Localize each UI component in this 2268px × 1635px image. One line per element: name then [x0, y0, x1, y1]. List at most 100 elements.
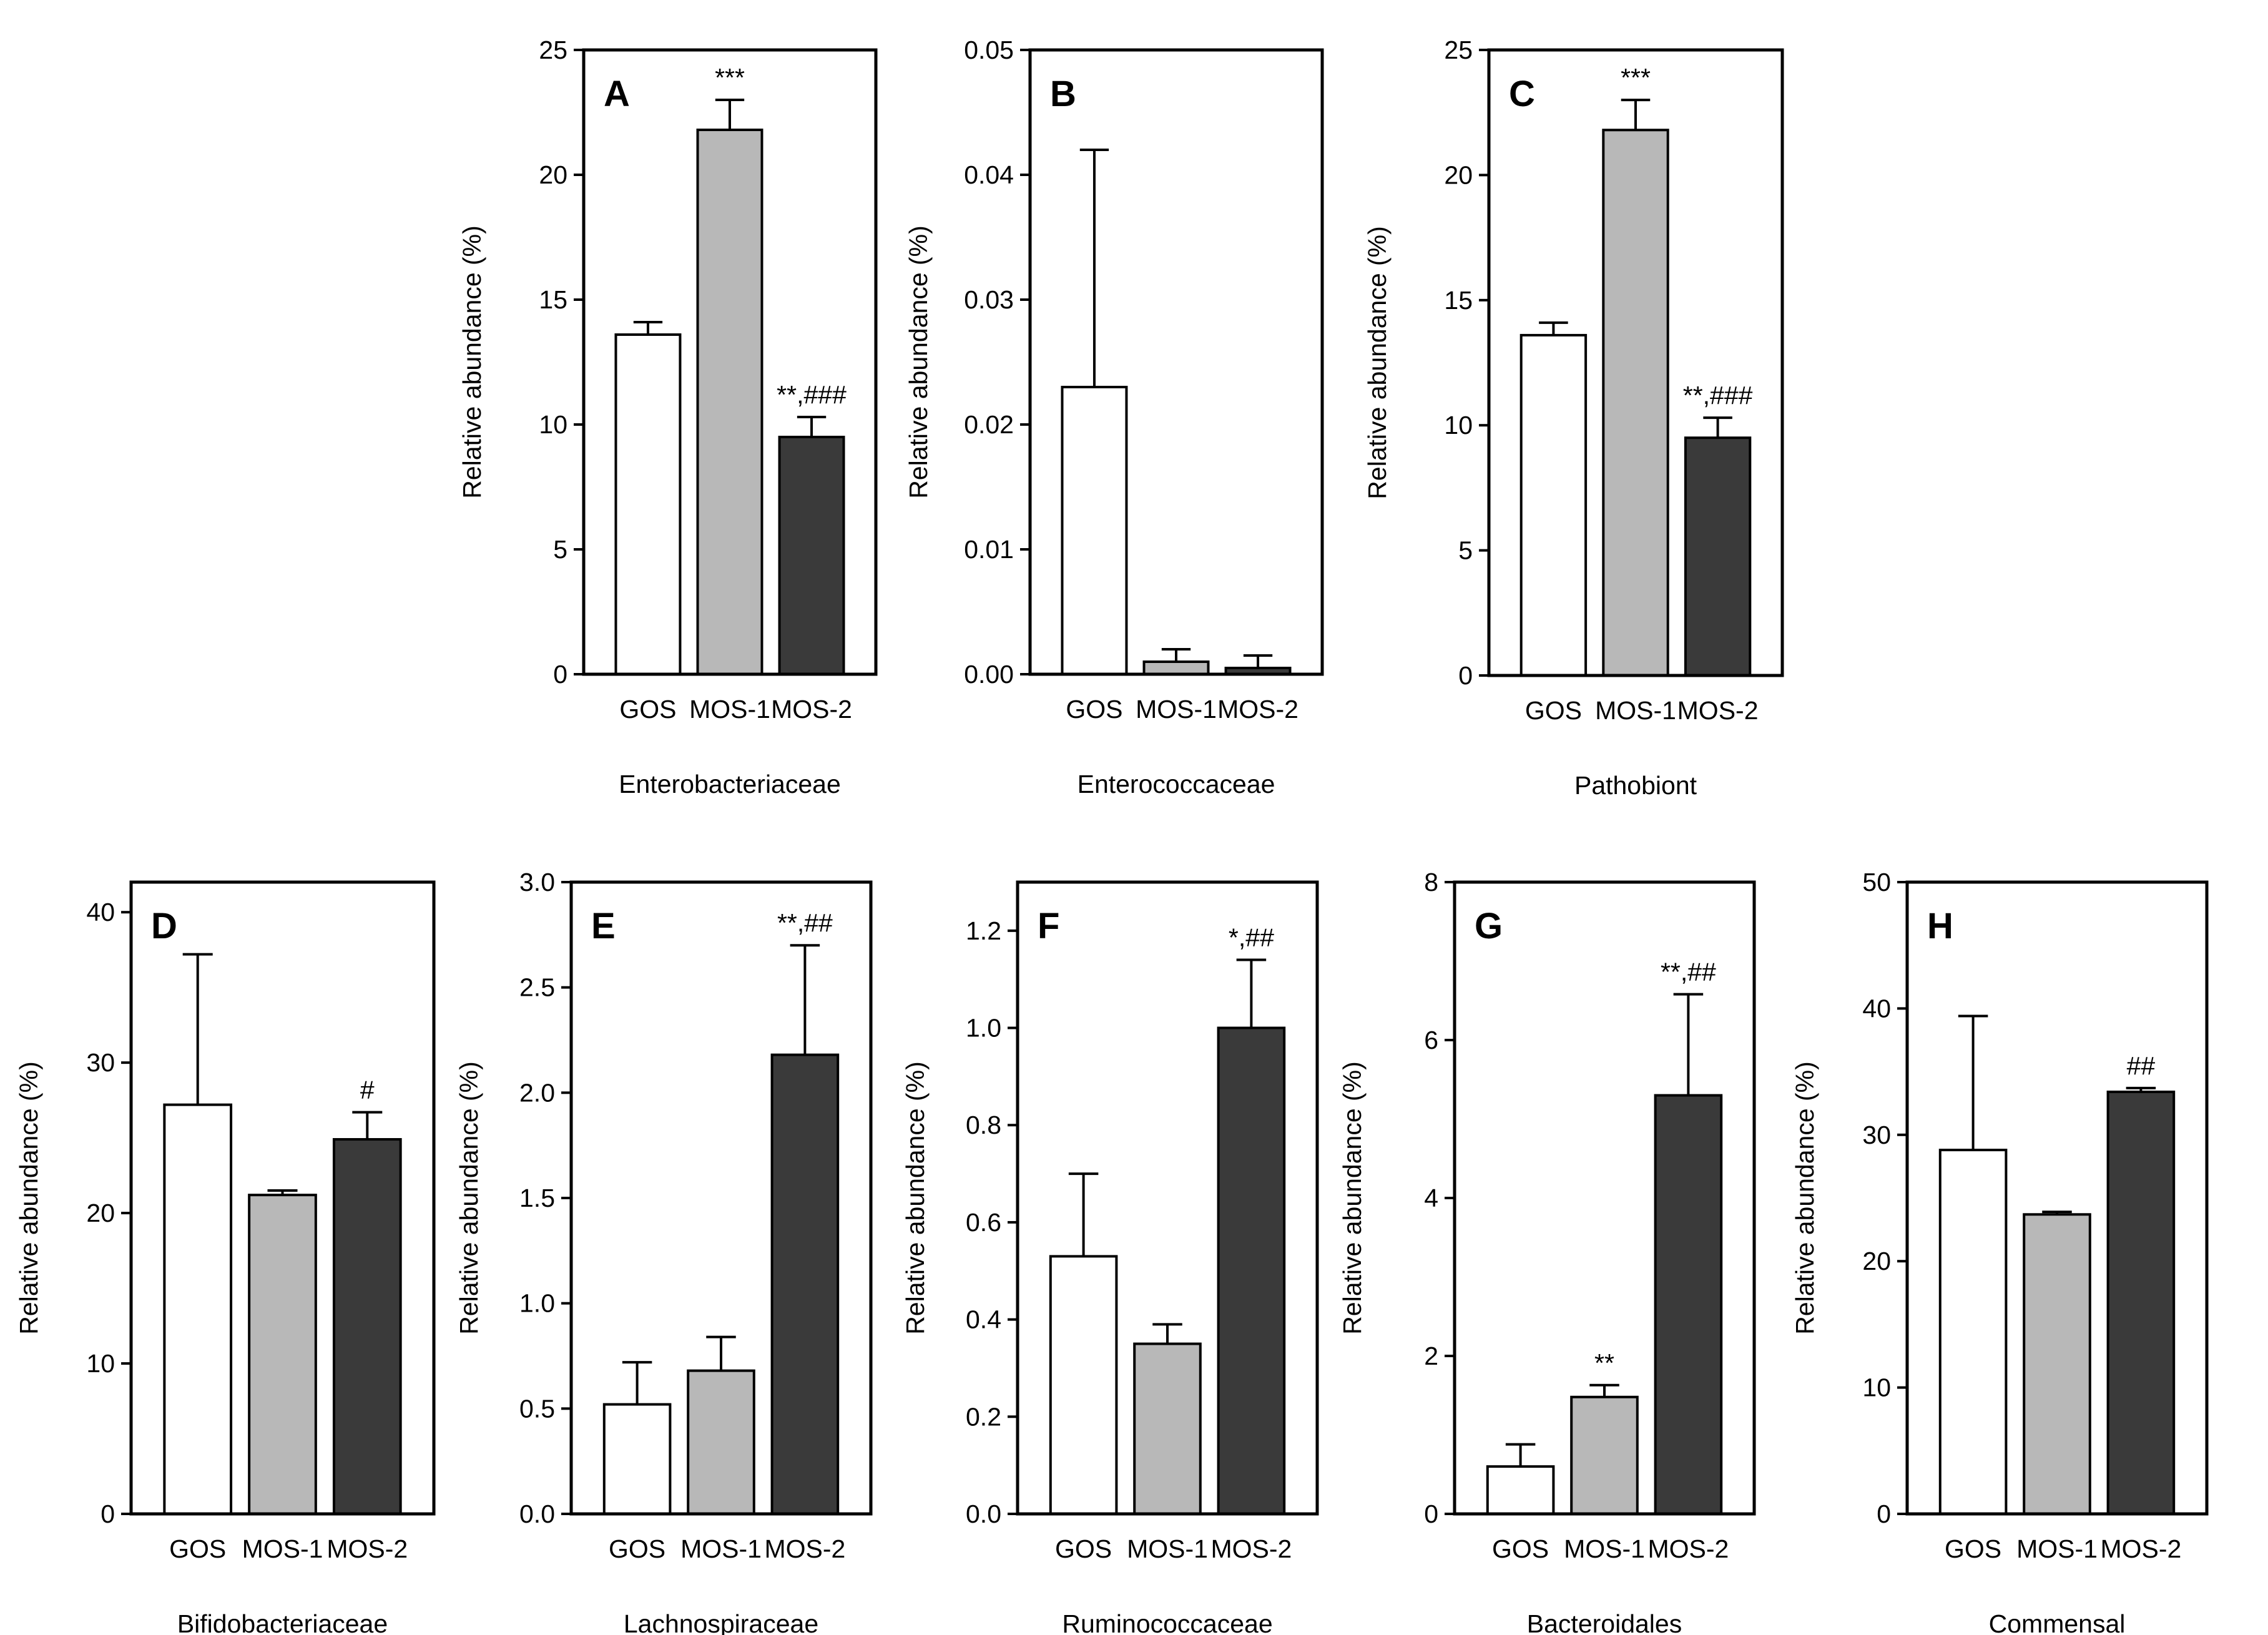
y-tick-label-G: 2 — [1424, 1342, 1438, 1370]
bar-E-MOS-1 — [687, 1369, 755, 1515]
category-label-E-MOS-1: MOS-1 — [680, 1534, 762, 1563]
y-tick-label-E: 3.0 — [519, 868, 555, 896]
panel-E: GOS MOS-1 **,## MOS-2 0.0 0.5 1.0 1.5 2.0 2.5 3.0 E… — [454, 868, 873, 1635]
y-tick-label-C: 10 — [1444, 411, 1473, 439]
x-axis-title-F: Ruminococcaceae — [1062, 1609, 1272, 1635]
panel-H: GOS MOS-1 ## MOS-2 0 10 20 30 40 50 H Relative abun… — [1790, 868, 2209, 1635]
y-tick-label-G: 8 — [1424, 868, 1438, 896]
y-tick-label-E: 2.5 — [519, 973, 555, 1002]
y-tick-label-B: 0.04 — [964, 160, 1014, 189]
y-tick-label-A: 25 — [539, 36, 567, 64]
x-axis-title-A: Enterobacteriaceae — [619, 770, 841, 798]
y-tick-label-C: 20 — [1444, 160, 1473, 189]
category-label-D-MOS-2: MOS-2 — [326, 1534, 408, 1563]
panel-letter-C: C — [1509, 74, 1535, 114]
y-tick-label-D: 10 — [86, 1349, 115, 1378]
y-tick-label-F: 0.8 — [966, 1111, 1001, 1139]
y-tick-label-A: 10 — [539, 410, 567, 439]
plot-frame-D — [129, 880, 436, 1516]
significance-label-E-MOS-2: **,## — [777, 908, 833, 937]
y-tick-label-D: 30 — [86, 1048, 115, 1077]
plot-frame-B — [1028, 48, 1324, 676]
y-tick-label-F: 0.6 — [966, 1208, 1001, 1237]
significance-label-D-MOS-2: # — [360, 1076, 375, 1104]
plot-frame-A — [582, 48, 878, 676]
significance-label-G-MOS-1: ** — [1594, 1348, 1614, 1377]
y-tick-label-E: 0.5 — [519, 1394, 555, 1423]
category-label-B-MOS-2: MOS-2 — [1217, 695, 1298, 724]
panel-letter-D: D — [151, 906, 177, 946]
category-label-B-GOS: GOS — [1066, 695, 1122, 724]
y-tick-label-H: 30 — [1862, 1121, 1891, 1149]
panel-letter-A: A — [604, 74, 630, 114]
y-tick-label-F: 0.4 — [966, 1305, 1001, 1334]
bar-D-MOS-1 — [248, 1194, 317, 1515]
y-tick-label-H: 40 — [1862, 994, 1891, 1023]
category-label-F-GOS: GOS — [1055, 1534, 1112, 1563]
bar-G-GOS — [1486, 1465, 1555, 1516]
bar-G-MOS-1 — [1570, 1395, 1639, 1516]
y-tick-label-E: 0.0 — [519, 1500, 555, 1528]
bar-A-MOS-2 — [778, 436, 845, 675]
significance-label-H-MOS-2: ## — [2127, 1051, 2156, 1080]
bar-B-MOS-1 — [1142, 660, 1210, 675]
panel-G: GOS ** MOS-1 **,## MOS-2 0 2 4 6 8 G Relative abund… — [1338, 868, 1756, 1635]
plot-frame-C — [1487, 48, 1784, 677]
bar-D-MOS-2 — [332, 1138, 402, 1515]
y-tick-label-B: 0.00 — [964, 660, 1014, 689]
plot-frame-H — [1905, 880, 2209, 1516]
y-axis-label-H: Relative abundance (%) — [1790, 1061, 1819, 1335]
x-axis-title-C: Pathobiont — [1574, 771, 1697, 800]
category-label-A-MOS-2: MOS-2 — [771, 695, 852, 724]
y-axis-label-E: Relative abundance (%) — [454, 1061, 483, 1335]
bar-H-MOS-2 — [2106, 1090, 2176, 1515]
y-axis-label-G: Relative abundance (%) — [1338, 1061, 1367, 1335]
significance-label-A-MOS-1: *** — [715, 63, 745, 92]
category-label-C-GOS: GOS — [1525, 696, 1582, 725]
significance-label-F-MOS-2: *,## — [1229, 923, 1274, 952]
panel-letter-H: H — [1927, 906, 1953, 946]
bar-C-MOS-1 — [1602, 129, 1669, 677]
y-tick-label-E: 1.0 — [519, 1289, 555, 1318]
bar-F-MOS-2 — [1217, 1026, 1286, 1515]
y-tick-label-H: 0 — [1877, 1500, 1891, 1528]
significance-label-G-MOS-2: **,## — [1661, 958, 1716, 986]
y-tick-label-B: 0.03 — [964, 285, 1014, 314]
y-tick-label-H: 10 — [1862, 1373, 1891, 1402]
y-axis-label-D: Relative abundance (%) — [14, 1061, 43, 1335]
significance-label-C-MOS-1: *** — [1621, 63, 1651, 92]
category-label-H-GOS: GOS — [1945, 1534, 2001, 1563]
y-tick-label-B: 0.05 — [964, 36, 1014, 64]
y-tick-label-E: 1.5 — [519, 1184, 555, 1212]
y-tick-label-F: 0.2 — [966, 1402, 1001, 1431]
y-tick-label-C: 25 — [1444, 36, 1473, 64]
x-axis-title-G: Bacteroidales — [1527, 1609, 1682, 1635]
y-tick-label-H: 20 — [1862, 1247, 1891, 1275]
y-tick-label-D: 20 — [86, 1199, 115, 1227]
category-label-A-MOS-1: MOS-1 — [689, 695, 770, 724]
y-tick-label-G: 6 — [1424, 1026, 1438, 1054]
y-axis-label-F: Relative abundance (%) — [901, 1061, 930, 1335]
bar-H-GOS — [1938, 1149, 2008, 1515]
y-tick-label-G: 0 — [1424, 1500, 1438, 1528]
y-tick-label-C: 15 — [1444, 286, 1473, 315]
bar-A-MOS-1 — [696, 129, 763, 675]
panel-B: GOS MOS-1 MOS-2 0.00 0.01 0.02 0.03 0.04 0.05 B Re… — [904, 36, 1324, 798]
category-label-H-MOS-2: MOS-2 — [2100, 1534, 2181, 1563]
y-tick-label-F: 1.0 — [966, 1014, 1001, 1043]
y-tick-label-A: 0 — [553, 660, 567, 689]
bar-E-GOS — [602, 1403, 672, 1515]
panel-C: GOS *** MOS-1 **,### MOS-2 0 5 10 15 20 25 C Relativ… — [1363, 36, 1784, 800]
bar-G-MOS-2 — [1654, 1094, 1723, 1516]
category-label-E-GOS: GOS — [609, 1534, 665, 1563]
category-label-G-GOS: GOS — [1492, 1534, 1549, 1563]
y-axis-label-C: Relative abundance (%) — [1363, 226, 1392, 499]
y-axis-label-B: Relative abundance (%) — [904, 225, 933, 499]
bar-D-GOS — [163, 1103, 233, 1515]
y-tick-label-D: 40 — [86, 898, 115, 926]
category-label-A-GOS: GOS — [619, 695, 676, 724]
category-label-G-MOS-2: MOS-2 — [1647, 1534, 1729, 1563]
bar-C-MOS-2 — [1684, 436, 1752, 677]
bar-C-GOS — [1519, 333, 1588, 677]
